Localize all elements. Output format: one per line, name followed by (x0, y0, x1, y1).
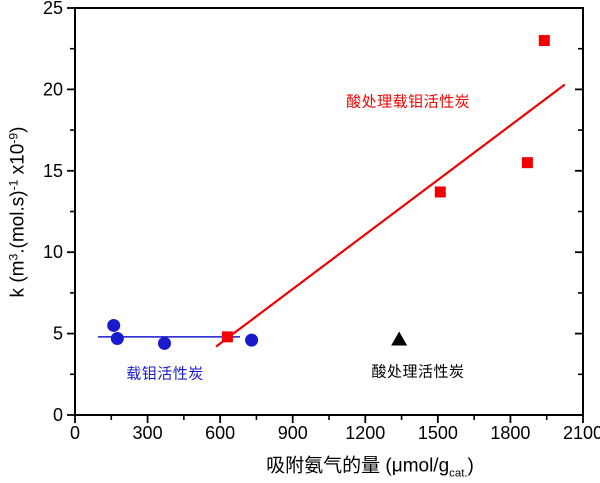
x-axis-title: 吸附氨气的量 (μmol/gcat.) (266, 455, 474, 480)
y-tick-label: 10 (43, 242, 63, 262)
x-tick-label: 1800 (490, 423, 530, 443)
data-point-square (221, 331, 233, 343)
x-tick-label: 300 (133, 423, 163, 443)
series-annotation: 载钼活性炭 (126, 365, 204, 383)
series-annotation: 酸处理载钼活性炭 (346, 93, 471, 111)
data-point-circle (158, 336, 172, 350)
x-tick-label: 1200 (345, 423, 385, 443)
y-tick-label: 20 (43, 79, 63, 99)
data-point-square (521, 157, 533, 169)
data-point-square (538, 35, 550, 47)
y-tick-label: 0 (53, 405, 63, 425)
x-tick-label: 0 (70, 423, 80, 443)
data-point-circle (107, 318, 121, 332)
series-annotation: 酸处理活性炭 (371, 363, 465, 381)
y-axis-title: k (m3.(mol.s)-1 x10-9) (6, 126, 29, 298)
data-point-circle (110, 331, 124, 345)
y-tick-label: 25 (43, 0, 63, 18)
data-point-circle (245, 333, 259, 347)
x-tick-label: 2100 (563, 423, 600, 443)
fit-line (215, 83, 566, 348)
data-point-triangle (391, 331, 408, 346)
data-point-square (434, 186, 446, 198)
y-tick-label: 5 (53, 324, 63, 344)
y-tick-label: 15 (43, 161, 63, 181)
x-tick-label: 600 (205, 423, 235, 443)
x-tick-label: 1500 (418, 423, 458, 443)
x-tick-label: 900 (278, 423, 308, 443)
plot-frame (74, 7, 584, 416)
